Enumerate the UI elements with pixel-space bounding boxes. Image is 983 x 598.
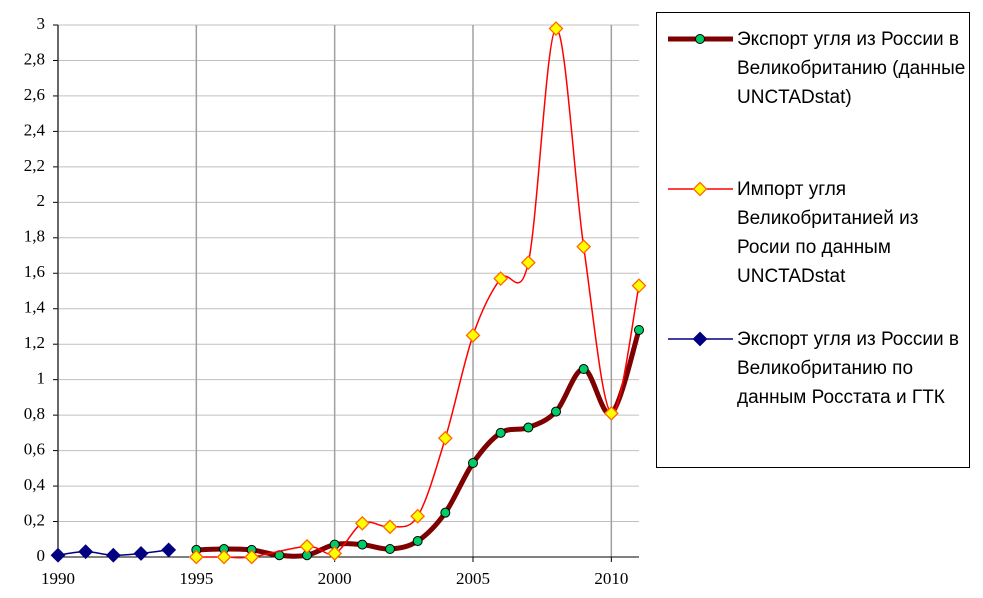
data-point bbox=[216, 549, 232, 565]
y-tick-label: 1,8 bbox=[24, 227, 45, 246]
data-point bbox=[244, 549, 260, 565]
data-point bbox=[50, 547, 66, 563]
y-tick-label: 3 bbox=[37, 14, 46, 33]
y-tick-label: 0,2 bbox=[24, 510, 45, 529]
data-point bbox=[410, 508, 426, 524]
data-point bbox=[465, 327, 481, 343]
data-point bbox=[493, 271, 509, 287]
legend-entry: Экспорт угля из России в Великобританию … bbox=[657, 319, 969, 459]
y-tick-label: 2,2 bbox=[24, 156, 45, 175]
x-tick-label: 2005 bbox=[456, 569, 490, 588]
legend-entry: Импорт угля Великобританией из Росии по … bbox=[657, 169, 969, 309]
y-tick-label: 1,4 bbox=[24, 298, 46, 317]
y-tick-label: 1,2 bbox=[24, 333, 45, 352]
data-point bbox=[440, 507, 451, 518]
data-point bbox=[327, 546, 343, 561]
y-tick-label: 2,6 bbox=[24, 85, 45, 104]
data-point bbox=[520, 255, 536, 271]
data-point bbox=[603, 405, 619, 421]
data-point bbox=[78, 544, 94, 560]
y-tick-label: 0 bbox=[37, 546, 46, 565]
data-point bbox=[548, 21, 564, 36]
data-point bbox=[412, 536, 423, 547]
data-point bbox=[357, 539, 368, 550]
data-point bbox=[631, 278, 647, 294]
y-tick-label: 0,4 bbox=[24, 475, 46, 494]
data-point bbox=[382, 519, 398, 535]
legend-marker bbox=[692, 331, 708, 347]
x-tick-label: 2010 bbox=[594, 569, 628, 588]
x-tick-label: 1990 bbox=[41, 569, 75, 588]
data-point bbox=[161, 542, 177, 558]
data-point bbox=[105, 547, 121, 563]
legend-label: Экспорт угля из России в Великобританию … bbox=[737, 329, 959, 408]
legend-label: Импорт угля Великобританией из Росии по … bbox=[737, 179, 919, 287]
y-tick-label: 1,6 bbox=[24, 262, 45, 281]
data-point bbox=[551, 406, 561, 417]
y-tick-label: 2 bbox=[37, 191, 46, 210]
y-tick-label: 0,6 bbox=[24, 440, 45, 459]
y-tick-label: 2,8 bbox=[24, 49, 45, 68]
data-point bbox=[576, 239, 592, 255]
data-point bbox=[299, 538, 315, 554]
data-point bbox=[578, 364, 589, 375]
legend-symbol bbox=[668, 181, 733, 197]
legend-entry: Экспорт угля из России в Великобританию … bbox=[657, 19, 969, 159]
data-point bbox=[385, 544, 395, 555]
data-point bbox=[468, 458, 478, 469]
data-point bbox=[188, 549, 204, 565]
y-tick-label: 1 bbox=[37, 369, 46, 388]
data-point bbox=[437, 430, 453, 446]
x-tick-label: 2000 bbox=[318, 569, 352, 588]
legend: Экспорт угля из России в Великобританию … bbox=[656, 12, 970, 468]
legend-marker bbox=[695, 34, 705, 44]
data-point bbox=[495, 427, 506, 438]
legend-symbol bbox=[668, 331, 733, 347]
x-tick-label: 1995 bbox=[179, 569, 213, 588]
data-point bbox=[523, 422, 534, 433]
legend-symbol bbox=[668, 34, 733, 44]
legend-marker bbox=[692, 181, 708, 197]
legend-label: Экспорт угля из России в Великобританию … bbox=[737, 29, 966, 108]
data-point bbox=[133, 546, 149, 561]
plot-area bbox=[58, 25, 639, 557]
data-point bbox=[634, 325, 644, 336]
data-point bbox=[354, 515, 370, 531]
y-tick-label: 2,4 bbox=[24, 120, 46, 139]
y-tick-label: 0,8 bbox=[24, 404, 45, 423]
